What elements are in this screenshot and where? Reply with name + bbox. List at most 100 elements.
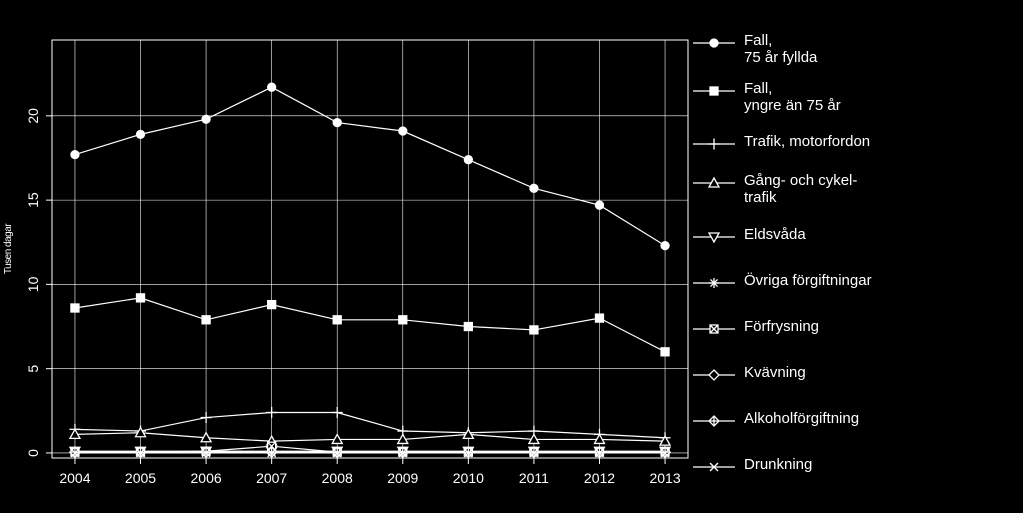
x-tick-label: 2009 <box>387 470 418 486</box>
legend-symbol <box>693 86 735 96</box>
legend-label: Fall, yngre än 75 år <box>744 80 841 114</box>
legend-symbol <box>693 176 735 188</box>
x-tick-label: 2008 <box>322 470 353 486</box>
legend-item: Fall, 75 år fyllda <box>690 32 817 66</box>
legend-item: Kvävning <box>690 364 806 386</box>
legend-label: Fall, 75 år fyllda <box>744 32 818 66</box>
legend-marker <box>709 324 719 334</box>
series-4 <box>68 426 672 446</box>
x-tick-label: 2006 <box>191 470 222 486</box>
x-tick-label: 2012 <box>584 470 615 486</box>
grid <box>52 40 688 458</box>
data-point <box>201 448 211 458</box>
legend-label: Trafik, motorfordon <box>744 133 871 150</box>
legend-item: Övriga förgiftningar <box>690 272 872 294</box>
legend-marker <box>709 278 719 288</box>
legend-marker <box>707 176 721 188</box>
data-point <box>529 325 539 335</box>
legend-item: Alkoholförgiftning <box>690 410 859 432</box>
x-tick-label: 2007 <box>256 470 287 486</box>
y-axis-title: Tusen dagar <box>3 223 14 274</box>
legend-item: Trafik, motorfordon <box>690 133 870 155</box>
legend-label: Kvävning <box>744 364 806 381</box>
data-point <box>594 200 605 210</box>
x-tick-label: 2011 <box>519 470 549 486</box>
data-point <box>267 448 277 458</box>
legend-item: Drunkning <box>690 456 812 478</box>
series-2 <box>70 293 670 357</box>
legend-symbol <box>693 138 735 150</box>
y-tick-label: 5 <box>25 365 41 373</box>
data-point <box>529 448 539 458</box>
data-point <box>332 448 342 458</box>
legend-marker <box>708 369 720 381</box>
series-line <box>74 86 666 247</box>
legend-symbol <box>693 324 735 334</box>
data-point <box>463 155 474 165</box>
data-point <box>266 299 277 310</box>
legend-item: Förfrysning <box>690 318 819 340</box>
legend-label: Alkoholförgiftning <box>744 410 860 427</box>
y-tick-label: 0 <box>25 449 41 457</box>
data-point <box>136 448 145 458</box>
y-tick-label: 10 <box>25 276 41 292</box>
data-point <box>266 406 278 418</box>
data-point <box>398 448 408 458</box>
data-point <box>68 428 82 440</box>
data-point <box>660 347 670 357</box>
data-point <box>70 448 80 458</box>
series-10 <box>70 448 670 458</box>
series-1 <box>70 82 670 251</box>
data-point <box>135 129 146 140</box>
data-point <box>70 149 80 160</box>
data-point <box>398 126 408 136</box>
legend-symbol <box>693 278 735 288</box>
data-point <box>463 448 473 458</box>
series-3 <box>69 406 671 444</box>
data-point <box>201 114 211 124</box>
series-7 <box>70 441 670 457</box>
series-line <box>74 411 666 439</box>
data-point <box>201 315 211 325</box>
data-point <box>658 434 672 446</box>
legend-marker <box>707 232 721 244</box>
y-tick-label: 20 <box>25 108 41 124</box>
data-point <box>70 303 80 313</box>
data-point <box>332 117 342 128</box>
legend-symbol <box>693 369 735 381</box>
legend-label: Eldsvåda <box>744 226 806 243</box>
data-point <box>398 315 408 325</box>
data-point <box>331 433 344 445</box>
data-point <box>660 240 670 251</box>
legend-symbol <box>693 38 735 48</box>
legend-marker <box>709 38 719 48</box>
data-point <box>331 406 343 418</box>
data-point <box>529 183 539 193</box>
legend-label: Övriga förgiftningar <box>744 272 872 289</box>
data-point <box>199 431 213 443</box>
y-tick-label: 15 <box>25 192 41 208</box>
data-point <box>594 313 605 323</box>
x-tick-label: 2010 <box>453 470 484 486</box>
legend-marker <box>708 415 720 427</box>
data-point <box>134 426 147 438</box>
legend-label: Gång- och cykel- trafik <box>744 172 858 206</box>
data-point <box>266 82 277 92</box>
data-point <box>200 412 212 424</box>
data-point <box>660 448 670 458</box>
data-point <box>462 428 475 440</box>
data-point <box>396 433 409 445</box>
x-tick-label: 2013 <box>649 470 680 486</box>
data-point <box>527 433 541 445</box>
data-point <box>332 315 342 325</box>
series-line <box>74 432 666 442</box>
x-tick-label: 2004 <box>59 470 90 486</box>
legend-marker <box>709 462 719 472</box>
data-point <box>135 293 146 303</box>
x-tick-label: 2005 <box>125 470 156 486</box>
series-line <box>74 297 666 353</box>
legend-symbol <box>693 462 735 472</box>
legend-label: Förfrysning <box>744 318 820 335</box>
legend-marker <box>709 86 719 96</box>
